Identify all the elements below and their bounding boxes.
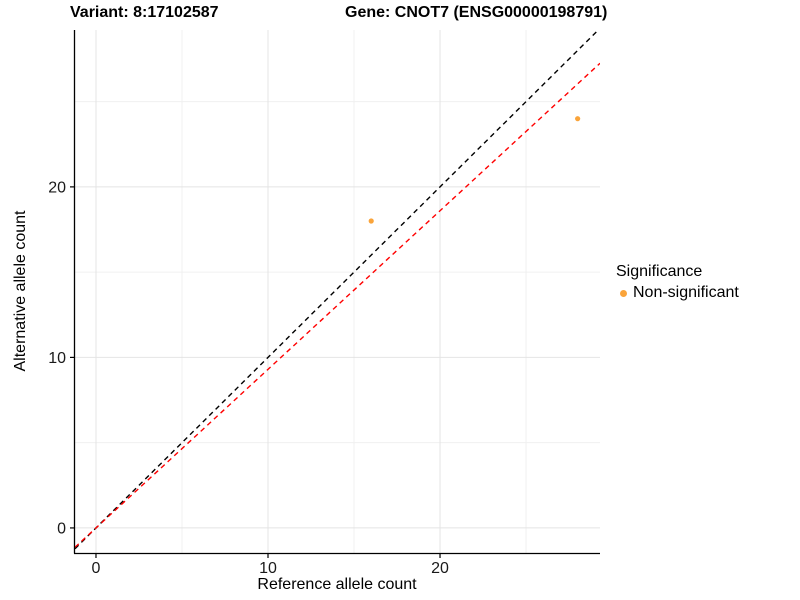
y-axis-title: Alternative allele count xyxy=(12,210,29,372)
x-axis-title: Reference allele count xyxy=(257,576,417,593)
legend-item-label: Non-significant xyxy=(633,284,739,301)
gene-title: Gene: CNOT7 (ENSG00000198791) xyxy=(345,4,608,21)
expected-ratio-line xyxy=(75,62,600,548)
data-point xyxy=(575,116,581,122)
legend-title: Significance xyxy=(616,263,703,280)
identity-line xyxy=(75,30,600,550)
x-tick-label: 10 xyxy=(259,560,277,577)
variant-title: Variant: 8:17102587 xyxy=(70,4,219,21)
y-tick-label: 10 xyxy=(48,350,66,367)
legend: Significance Non-significant xyxy=(616,263,739,302)
x-tick-label: 20 xyxy=(431,560,449,577)
data-point xyxy=(368,218,374,224)
legend-point-icon xyxy=(620,289,627,297)
y-tick-label: 0 xyxy=(57,520,66,537)
y-tick-label: 20 xyxy=(48,179,66,196)
x-tick-label: 0 xyxy=(92,560,101,577)
legend-item: Non-significant xyxy=(616,284,739,302)
